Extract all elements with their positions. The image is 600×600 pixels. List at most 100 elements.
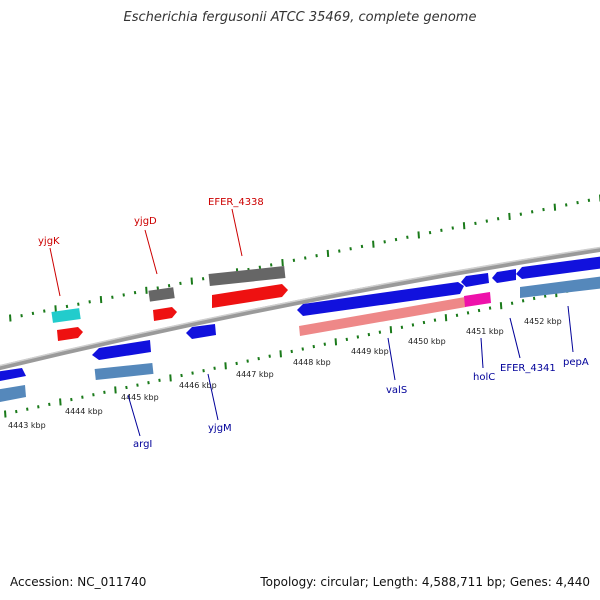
outer-track-minor-tick xyxy=(383,240,386,244)
outer-track-major-tick xyxy=(281,259,284,267)
feature-holc-arrow[interactable] xyxy=(461,273,489,287)
feature-yjgd-arrow[interactable] xyxy=(153,307,177,321)
outer-track-minor-tick xyxy=(315,254,318,258)
inner-track-minor-tick xyxy=(323,342,327,346)
feature-pepa-steel[interactable] xyxy=(520,276,600,298)
outer-track-minor-tick xyxy=(530,210,534,214)
kbp-label-group: 4443 kbp 4444 kbp 4445 kbp 4446 kbp 4447 kbp… xyxy=(8,317,562,430)
inner-track-minor-tick xyxy=(422,320,426,325)
feature-yjgk-arrow[interactable] xyxy=(57,327,83,341)
inner-track-major-tick xyxy=(59,398,62,406)
outer-track-minor-tick xyxy=(519,212,523,216)
outer-track-minor-tick xyxy=(349,247,352,251)
feature-left-edge-steel[interactable] xyxy=(0,385,26,403)
leader-argi xyxy=(127,394,141,437)
gene-label-holc[interactable]: holC xyxy=(473,372,495,383)
outer-track-major-tick xyxy=(462,222,466,230)
outer-track-minor-tick xyxy=(31,311,35,316)
outer-track-major-tick xyxy=(372,240,375,248)
inner-track-major-tick xyxy=(334,338,338,346)
inner-track-minor-tick xyxy=(213,366,216,370)
feature-argi-steel[interactable] xyxy=(94,362,154,380)
kbp-label: 4452 kbp xyxy=(524,317,562,326)
outer-track-major-tick xyxy=(54,305,57,313)
feature-yjgd-gray[interactable] xyxy=(148,287,175,302)
inner-track-minor-tick xyxy=(158,378,161,382)
outer-track-minor-tick xyxy=(111,295,114,299)
gene-label-yjgk[interactable]: yjgK xyxy=(38,236,60,247)
kbp-label: 4448 kbp xyxy=(293,358,331,367)
kbp-label: 4444 kbp xyxy=(65,407,103,416)
kbp-label: 4447 kbp xyxy=(236,370,274,379)
inner-track-major-tick xyxy=(279,350,282,358)
inner-track-minor-tick xyxy=(202,369,205,373)
inner-track-minor-tick xyxy=(400,325,404,329)
kbp-label: 4446 kbp xyxy=(179,381,217,390)
feature-efer4341-arrow[interactable] xyxy=(492,269,516,283)
feature-efer4338-arrow[interactable] xyxy=(212,284,288,308)
feature-argi-arrow[interactable] xyxy=(92,340,151,360)
inner-track-minor-tick xyxy=(180,373,183,378)
feature-left-edge-arrow[interactable] xyxy=(0,368,26,382)
feature-holc-magenta[interactable] xyxy=(464,292,491,307)
inner-track-major-tick xyxy=(389,326,393,334)
kbp-label: 4450 kbp xyxy=(408,337,446,346)
feature-yjgm-arrow[interactable] xyxy=(186,324,216,339)
feature-vals-arrow[interactable] xyxy=(297,282,464,316)
inner-track-minor-tick xyxy=(70,397,73,402)
outer-track-major-tick xyxy=(190,277,194,285)
feature-pepa-arrow[interactable] xyxy=(516,256,600,279)
outer-track-major-tick xyxy=(508,212,511,221)
outer-track-minor-tick xyxy=(65,304,69,309)
gene-label-efer4341[interactable]: EFER_4341 xyxy=(500,363,556,374)
feature-efer4338-gray[interactable] xyxy=(208,266,286,286)
outer-track-minor-tick xyxy=(201,277,205,281)
outer-track-major-tick xyxy=(417,231,420,239)
outer-track-minor-tick xyxy=(167,284,171,288)
inner-track-minor-tick xyxy=(521,299,525,303)
gene-label-efer4338[interactable]: EFER_4338 xyxy=(208,197,264,208)
genome-backbone xyxy=(0,247,600,371)
gene-label-yjgd[interactable]: yjgD xyxy=(134,216,157,227)
inner-track-minor-tick xyxy=(466,311,470,315)
inner-track-minor-tick xyxy=(378,330,382,334)
inner-track-minor-tick xyxy=(246,359,249,363)
inner-track-minor-tick xyxy=(92,393,95,397)
inner-track-major-tick xyxy=(224,362,227,370)
outer-track-major-tick xyxy=(9,314,12,322)
outer-track-minor-tick xyxy=(122,293,125,297)
outer-track-minor-tick xyxy=(542,207,545,212)
outer-track-minor-tick xyxy=(338,249,341,253)
outer-tick-track xyxy=(9,194,600,322)
inner-track-minor-tick xyxy=(147,381,150,385)
leader-yjgm xyxy=(207,373,219,421)
outer-track-minor-tick xyxy=(428,230,432,235)
inner-track-minor-tick xyxy=(488,306,492,310)
feature-yjgk-cyan[interactable] xyxy=(51,308,81,323)
gene-label-yjgm[interactable]: yjgM xyxy=(208,423,232,434)
gene-label-argi[interactable]: argI xyxy=(133,439,152,450)
inner-track-minor-tick xyxy=(268,354,271,358)
outer-track-minor-tick xyxy=(258,265,262,269)
inner-track-minor-tick xyxy=(367,332,371,337)
outer-track-minor-tick xyxy=(587,198,591,202)
inner-track-major-tick xyxy=(169,374,172,382)
outer-track-minor-tick xyxy=(360,244,364,249)
outer-track-minor-tick xyxy=(269,263,273,267)
inner-track-minor-tick xyxy=(477,308,481,313)
outer-track-minor-tick xyxy=(394,237,398,242)
inner-track-minor-tick xyxy=(532,296,536,301)
outer-track-minor-tick xyxy=(451,226,454,230)
kbp-label: 4443 kbp xyxy=(8,421,46,430)
inner-track-major-tick xyxy=(4,410,7,418)
outer-track-minor-tick xyxy=(179,281,182,286)
kbp-label: 4449 kbp xyxy=(351,347,389,356)
inner-track-major-tick xyxy=(444,314,448,322)
gene-label-vals[interactable]: valS xyxy=(386,385,407,396)
inner-track-minor-tick xyxy=(48,402,51,407)
feature-vals-pink[interactable] xyxy=(299,297,466,336)
gene-label-pepa[interactable]: pepA xyxy=(563,357,589,368)
inner-track-minor-tick xyxy=(433,318,437,322)
inner-track-minor-tick xyxy=(81,395,84,399)
inner-track-minor-tick xyxy=(37,405,40,409)
